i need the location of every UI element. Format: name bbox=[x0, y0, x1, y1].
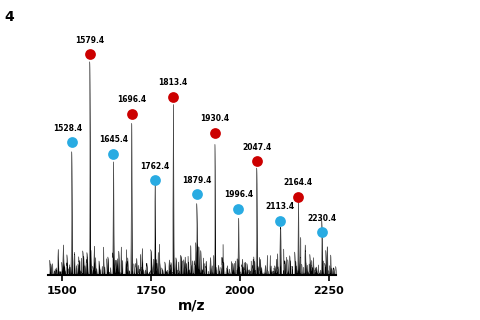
Text: 1762.4: 1762.4 bbox=[141, 162, 170, 171]
Point bbox=[169, 94, 177, 100]
Point bbox=[295, 194, 302, 199]
X-axis label: m/z: m/z bbox=[178, 298, 206, 312]
Text: 1528.4: 1528.4 bbox=[53, 124, 82, 132]
Point bbox=[151, 178, 159, 183]
Point bbox=[235, 206, 242, 211]
Text: 1813.4: 1813.4 bbox=[158, 78, 188, 87]
Text: 1645.4: 1645.4 bbox=[99, 135, 128, 144]
Point bbox=[211, 130, 219, 135]
Text: 1696.4: 1696.4 bbox=[117, 95, 146, 104]
Point bbox=[276, 218, 284, 223]
Point bbox=[128, 111, 135, 116]
Point bbox=[318, 230, 326, 235]
Point bbox=[68, 140, 75, 145]
Text: 1930.4: 1930.4 bbox=[200, 114, 229, 123]
Text: 1879.4: 1879.4 bbox=[182, 176, 212, 185]
Text: 1996.4: 1996.4 bbox=[224, 190, 253, 199]
Text: 1579.4: 1579.4 bbox=[75, 36, 105, 44]
Text: 2230.4: 2230.4 bbox=[307, 214, 336, 223]
Text: 2164.4: 2164.4 bbox=[284, 178, 313, 187]
Text: 4: 4 bbox=[5, 10, 14, 24]
Text: 2113.4: 2113.4 bbox=[265, 202, 295, 211]
Point bbox=[253, 158, 261, 164]
Text: 2047.4: 2047.4 bbox=[242, 143, 271, 152]
Point bbox=[193, 192, 201, 197]
Point bbox=[109, 151, 117, 156]
Point bbox=[86, 52, 94, 57]
